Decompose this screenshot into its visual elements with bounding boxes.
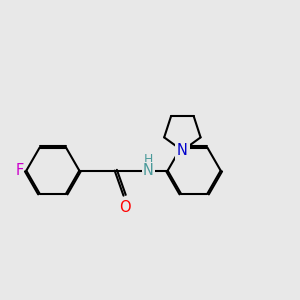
Text: O: O (119, 200, 131, 215)
Text: F: F (16, 163, 24, 178)
Text: N: N (177, 143, 188, 158)
Text: H: H (144, 153, 153, 166)
Text: N: N (143, 163, 154, 178)
